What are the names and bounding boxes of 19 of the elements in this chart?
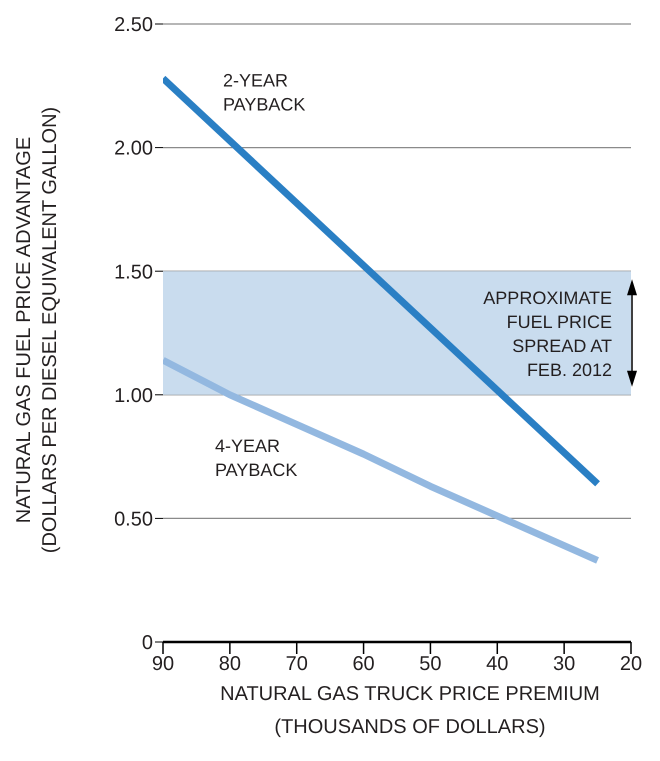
y-tick-label: 0.50: [114, 508, 153, 530]
x-tick-label: 80: [218, 653, 241, 676]
x-tick-label: 50: [419, 653, 442, 676]
band-label: APPROXIMATE FUEL PRICE SPREAD AT FEB. 2012: [483, 288, 612, 380]
x-tick-label: 20: [620, 653, 642, 676]
x-tick-label: 60: [352, 653, 375, 676]
series-label: 2-YEAR PAYBACK: [223, 70, 306, 114]
x-tick-label: 30: [553, 653, 576, 676]
y-axis-title: NATURAL GAS FUEL PRICE ADVANTAGE (DOLLARS PER DIESEL EQUIVALENT GALLON): [13, 106, 61, 554]
y-tick-label: 1.50: [114, 261, 153, 284]
y-tick-label: 1.00: [114, 384, 153, 407]
x-tick-label: 90: [152, 653, 174, 676]
x-tick-label: 70: [286, 653, 308, 676]
x-axis-title: NATURAL GAS TRUCK PRICE PREMIUM (THOUSANDS OF DOLLARS): [220, 683, 600, 738]
series-label: 4-YEAR PAYBACK: [215, 436, 298, 480]
y-tick-label: 2.00: [114, 138, 153, 160]
y-tick-label: 0: [142, 632, 153, 654]
x-tick-label: 40: [486, 653, 508, 676]
y-tick-label: 2.50: [114, 14, 153, 36]
